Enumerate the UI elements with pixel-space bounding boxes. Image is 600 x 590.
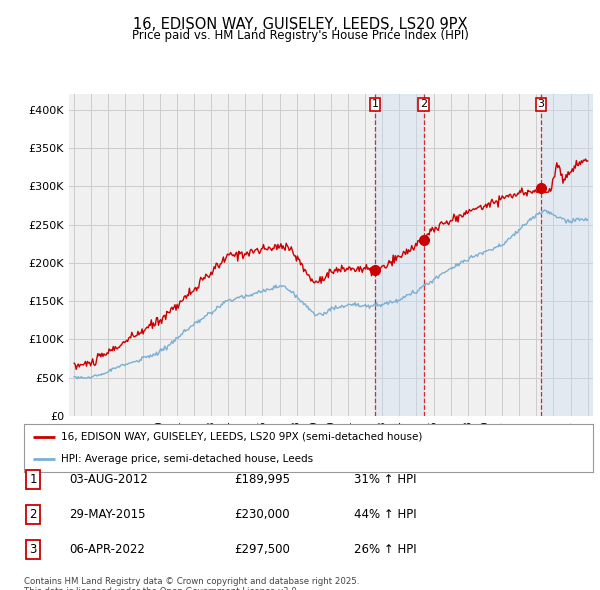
Text: Price paid vs. HM Land Registry's House Price Index (HPI): Price paid vs. HM Land Registry's House … — [131, 30, 469, 42]
Bar — [541, 94, 596, 416]
Text: 1: 1 — [29, 473, 37, 486]
Text: 03-AUG-2012: 03-AUG-2012 — [69, 473, 148, 486]
Text: HPI: Average price, semi-detached house, Leeds: HPI: Average price, semi-detached house,… — [61, 454, 313, 464]
Text: 29-MAY-2015: 29-MAY-2015 — [69, 508, 146, 521]
Text: 3: 3 — [538, 99, 544, 109]
Text: 44% ↑ HPI: 44% ↑ HPI — [354, 508, 416, 521]
Text: £297,500: £297,500 — [234, 543, 290, 556]
Text: £189,995: £189,995 — [234, 473, 290, 486]
Text: £230,000: £230,000 — [234, 508, 290, 521]
Text: Contains HM Land Registry data © Crown copyright and database right 2025.
This d: Contains HM Land Registry data © Crown c… — [24, 577, 359, 590]
Text: 26% ↑ HPI: 26% ↑ HPI — [354, 543, 416, 556]
Text: 06-APR-2022: 06-APR-2022 — [69, 543, 145, 556]
Text: 1: 1 — [371, 99, 379, 109]
Text: 2: 2 — [420, 99, 427, 109]
Bar — [375, 94, 424, 416]
Text: 3: 3 — [29, 543, 37, 556]
Text: 2: 2 — [29, 508, 37, 521]
Text: 31% ↑ HPI: 31% ↑ HPI — [354, 473, 416, 486]
Text: 16, EDISON WAY, GUISELEY, LEEDS, LS20 9PX (semi-detached house): 16, EDISON WAY, GUISELEY, LEEDS, LS20 9P… — [61, 432, 422, 442]
Text: 16, EDISON WAY, GUISELEY, LEEDS, LS20 9PX: 16, EDISON WAY, GUISELEY, LEEDS, LS20 9P… — [133, 17, 467, 31]
